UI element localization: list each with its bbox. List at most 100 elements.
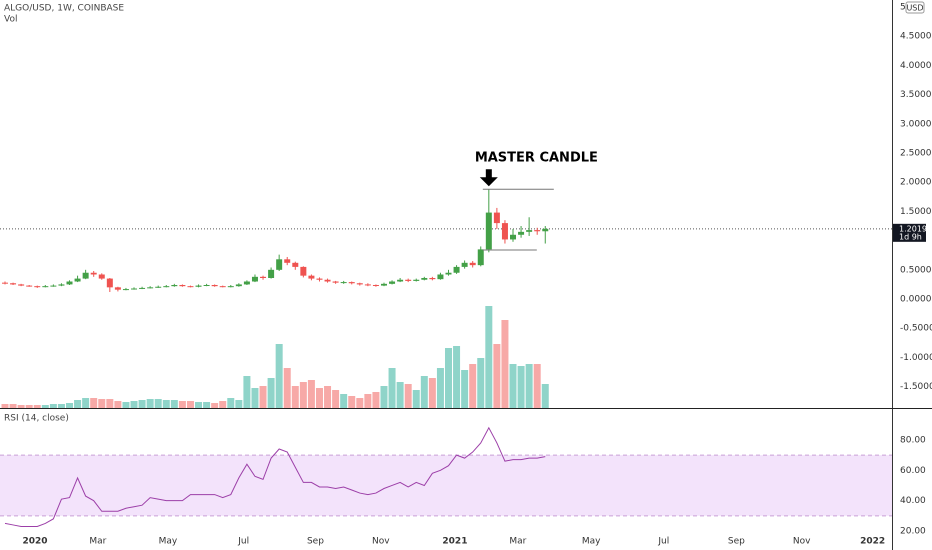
annotation-arrow xyxy=(479,169,498,187)
candle-body xyxy=(364,284,371,286)
candle-body xyxy=(485,212,492,250)
candle-body xyxy=(534,230,541,232)
candle-body xyxy=(187,286,194,288)
volume-bar xyxy=(533,364,541,408)
candle-body xyxy=(276,259,283,270)
candle-body xyxy=(171,285,178,287)
candle-body xyxy=(1,282,8,284)
candle-body xyxy=(510,234,517,240)
volume-bar xyxy=(130,401,138,408)
volume-bar xyxy=(307,380,315,408)
x-tick-label: Nov xyxy=(793,537,811,547)
volume-bar xyxy=(356,398,364,408)
volume-bar xyxy=(66,403,74,408)
volume-bar xyxy=(227,398,235,408)
volume-bar xyxy=(122,402,130,408)
volume-bar xyxy=(396,382,404,408)
candle-body xyxy=(437,274,444,280)
volume-bar xyxy=(517,366,525,408)
candle-body xyxy=(82,272,89,279)
volume-bar xyxy=(25,405,33,408)
volume-bar xyxy=(283,368,291,408)
volume-bar xyxy=(315,388,323,408)
volume-bar xyxy=(49,404,57,408)
candle-body xyxy=(292,262,299,267)
volume-bar xyxy=(243,376,251,408)
candle-body xyxy=(211,285,218,287)
volume-bar xyxy=(203,402,211,408)
volume-bar xyxy=(412,390,420,408)
candle-body xyxy=(163,286,170,288)
y-tick-label: 4.0000 xyxy=(900,61,932,71)
candle-body xyxy=(114,287,121,290)
rsi-line xyxy=(4,426,546,527)
y-tick-label: 3.5000 xyxy=(900,90,932,100)
x-tick-label: Mar xyxy=(509,537,526,547)
volume-bar xyxy=(388,368,396,408)
volume-bar xyxy=(404,384,412,408)
x-tick-label: Jul xyxy=(657,537,669,547)
y-tick-label: 3.0000 xyxy=(900,119,932,129)
volume-label: Vol xyxy=(4,15,17,25)
x-tick-label: May xyxy=(582,537,601,547)
y-tick-label: 40.00 xyxy=(900,496,926,506)
candle-body xyxy=(356,283,363,285)
candle-body xyxy=(413,279,420,281)
volume-bar xyxy=(146,399,154,408)
volume-bar xyxy=(477,358,485,408)
volume-bar xyxy=(211,403,219,408)
volume-bar xyxy=(332,390,340,408)
candle-body xyxy=(493,212,500,224)
candle-body xyxy=(445,272,452,275)
x-tick-label: 2022 xyxy=(860,537,885,547)
volume-bar xyxy=(114,401,122,408)
volume-bar xyxy=(235,400,243,408)
volume-bar xyxy=(453,346,461,408)
volume-bar xyxy=(9,404,17,408)
volume-bar xyxy=(541,384,549,408)
y-tick-label: 20.00 xyxy=(900,527,926,537)
x-tick-label: Jul xyxy=(237,537,249,547)
candle-body xyxy=(155,286,162,288)
y-tick-label: 5 xyxy=(900,3,906,13)
volume-bar xyxy=(461,370,469,408)
candle-body xyxy=(477,249,484,266)
volume-bar xyxy=(74,400,82,408)
chart-title: ALGO/USD, 1W, COINBASE xyxy=(4,4,124,14)
candle-body xyxy=(348,282,355,284)
volume-bar xyxy=(364,394,372,408)
candle-body xyxy=(397,279,404,282)
volume-bar xyxy=(178,401,186,408)
x-tick-label: Sep xyxy=(307,537,324,547)
volume-bar xyxy=(469,364,477,408)
y-tick-label: 1.5000 xyxy=(900,207,932,217)
volume-bar xyxy=(372,392,380,408)
candle-body xyxy=(251,276,258,282)
candle-body xyxy=(469,262,476,266)
volume-bar xyxy=(251,388,259,408)
candle-body xyxy=(308,275,315,279)
candle-body xyxy=(227,286,234,288)
candle-body xyxy=(300,266,307,276)
x-tick-label: Nov xyxy=(372,537,390,547)
volume-bar xyxy=(98,399,106,408)
y-tick-label: 80.00 xyxy=(900,435,926,445)
y-tick-label: -1.5000 xyxy=(900,382,932,392)
candle-body xyxy=(526,230,533,232)
x-tick-label: May xyxy=(159,537,178,547)
y-tick-label: 60.00 xyxy=(900,466,926,476)
candle-body xyxy=(66,281,73,285)
candle-body xyxy=(372,285,379,287)
volume-bar xyxy=(82,398,90,408)
candle-body xyxy=(518,231,525,235)
y-tick-label: 4.5000 xyxy=(900,32,932,42)
candle-body xyxy=(332,281,339,283)
volume-bar xyxy=(186,401,194,408)
candle-body xyxy=(74,278,81,282)
x-tick-label: 2021 xyxy=(442,537,467,547)
candle-body xyxy=(235,284,242,287)
volume-bar xyxy=(525,364,533,408)
countdown-label: 1d 9h xyxy=(899,232,922,241)
y-tick-label: -0.5000 xyxy=(900,324,932,334)
candle-body xyxy=(324,279,331,282)
